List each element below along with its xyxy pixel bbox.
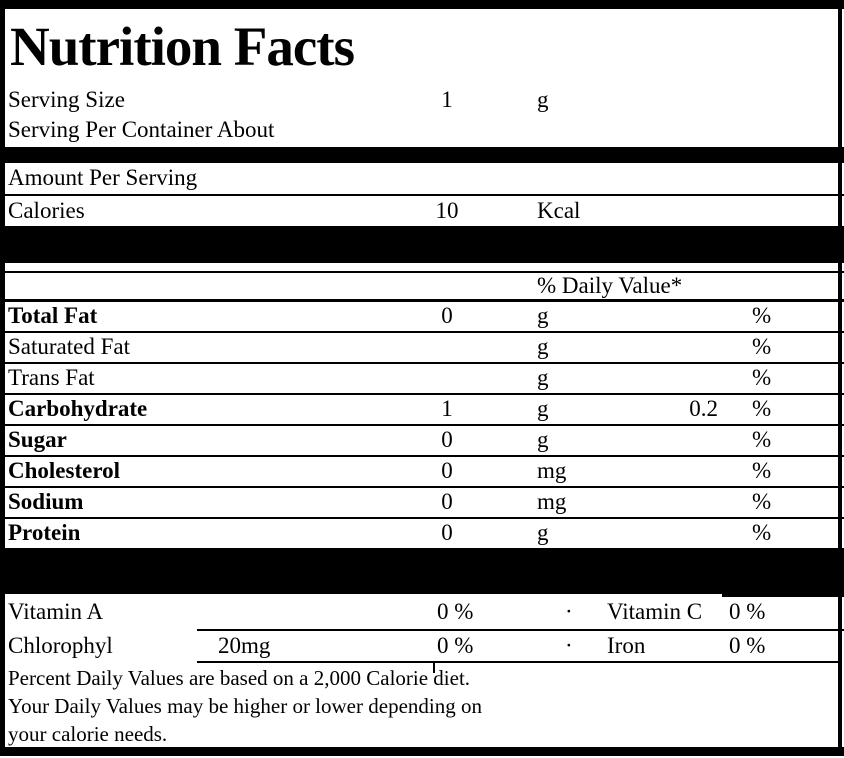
vitamin-value-2: 0 % — [729, 633, 766, 658]
spacer — [0, 263, 844, 271]
nutrient-row: Saturated Fat g % — [0, 333, 844, 364]
nutrient-unit: g — [537, 334, 549, 359]
nutrient-unit: g — [537, 520, 549, 545]
dot-separator: · — [565, 599, 573, 624]
nutrient-label: Cholesterol — [8, 458, 121, 483]
footnote-line-2: Your Daily Values may be higher or lower… — [8, 694, 482, 718]
nutrient-percent-sign: % — [752, 458, 772, 483]
daily-value-header: % Daily Value* — [537, 273, 683, 298]
nutrient-label: Sodium — [8, 489, 84, 514]
calories-unit: Kcal — [537, 198, 581, 223]
footnote-line-1: Percent Daily Values are based on a 2,00… — [8, 666, 471, 690]
calories-value: 10 — [435, 198, 459, 223]
vitamin-value: 0 % — [437, 633, 474, 658]
nutrient-amount: 0 — [441, 489, 453, 514]
separator-bar-1 — [0, 147, 844, 163]
vitamin-amount: 20mg — [218, 633, 271, 658]
bottom-border-bar — [0, 747, 844, 756]
vitamin-value: 0 % — [437, 599, 474, 624]
nutrient-label: Trans Fat — [8, 365, 95, 390]
nutrient-row: Protein 0 g % — [0, 519, 844, 550]
nutrient-label: Saturated Fat — [8, 334, 130, 359]
calories-label: Calories — [8, 198, 85, 223]
footnote-line-3: your calorie needs. — [8, 722, 168, 746]
nutrient-unit: g — [537, 396, 549, 421]
nutrient-amount: 0 — [441, 520, 453, 545]
calories-row: Calories 10 Kcal — [0, 196, 844, 226]
nutrient-percent-sign: % — [752, 396, 772, 421]
nutrient-percent-sign: % — [752, 489, 772, 514]
nutrient-row: Carbohydrate 1 g 0.2 % — [0, 395, 844, 426]
footnote-section: Percent Daily Values are based on a 2,00… — [0, 663, 844, 747]
vitamin-label: Vitamin A — [8, 599, 104, 624]
serving-per-container-label: Serving Per Container About — [8, 117, 275, 142]
column-divider-artifact — [433, 661, 435, 673]
nutrient-daily-value: 0.2 — [689, 396, 718, 421]
vitamin-row: Chlorophyl 20mg 0 % · Iron 0 % — [0, 631, 844, 663]
vitamin-bottom-line — [197, 661, 840, 663]
serving-size-label: Serving Size — [8, 87, 125, 112]
nutrient-unit: g — [537, 427, 549, 452]
nutrient-percent-sign: % — [752, 334, 772, 359]
separator-bar-2 — [0, 226, 844, 263]
amount-per-serving-row: Amount Per Serving — [0, 163, 844, 196]
nutrient-amount: 0 — [441, 427, 453, 452]
vitamin-label: Chlorophyl — [8, 633, 113, 658]
separator-bar-3 — [0, 550, 844, 594]
nutrient-label: Total Fat — [8, 303, 98, 328]
vitamin-row: Vitamin A 0 % · Vitamin C 0 % — [0, 594, 844, 631]
nutrient-percent-sign: % — [752, 427, 772, 452]
nutrient-unit: g — [537, 365, 549, 390]
vitamin-label-2: Vitamin C — [607, 599, 703, 624]
nutrient-unit: mg — [537, 489, 567, 514]
nutrient-percent-sign: % — [752, 365, 772, 390]
dot-separator: · — [565, 633, 573, 658]
nutrient-row: Trans Fat g % — [0, 364, 844, 395]
nutrient-unit: mg — [537, 458, 567, 483]
nutrient-row: Cholesterol 0 mg % — [0, 457, 844, 488]
page-title: Nutrition Facts — [10, 16, 355, 77]
nutrient-table: Total Fat 0 g % Saturated Fat g % Trans … — [0, 302, 844, 550]
daily-value-header-row: % Daily Value* — [0, 271, 844, 302]
serving-size-value: 1 — [441, 87, 453, 112]
vitamin-label-2: Iron — [607, 633, 646, 658]
nutrient-amount: 0 — [441, 303, 453, 328]
vitamin-table: Vitamin A 0 % · Vitamin C 0 % Chlorophyl… — [0, 594, 844, 663]
title-row: Nutrition Facts — [0, 9, 844, 84]
right-border — [838, 0, 842, 756]
vitamin-divider-line — [197, 629, 844, 631]
nutrient-percent-sign: % — [752, 520, 772, 545]
nutrient-unit: g — [537, 303, 549, 328]
amount-per-serving-label: Amount Per Serving — [8, 165, 198, 190]
vitamin-value-2: 0 % — [729, 599, 766, 624]
serving-size-unit: g — [537, 87, 549, 112]
nutrient-label: Carbohydrate — [8, 396, 148, 421]
bar-edge-artifact — [722, 594, 844, 597]
nutrient-amount: 1 — [441, 396, 453, 421]
serving-size-row: Serving Size 1 g — [0, 84, 844, 115]
nutrient-amount: 0 — [441, 458, 453, 483]
nutrient-label: Sugar — [8, 427, 67, 452]
nutrient-row: Sugar 0 g % — [0, 426, 844, 457]
nutrient-label: Protein — [8, 520, 81, 545]
nutrient-row: Total Fat 0 g % — [0, 302, 844, 333]
nutrient-row: Sodium 0 mg % — [0, 488, 844, 519]
top-border-bar — [0, 0, 844, 9]
serving-per-container-row: Serving Per Container About — [0, 115, 844, 147]
left-border — [0, 0, 5, 756]
nutrient-percent-sign: % — [752, 303, 772, 328]
